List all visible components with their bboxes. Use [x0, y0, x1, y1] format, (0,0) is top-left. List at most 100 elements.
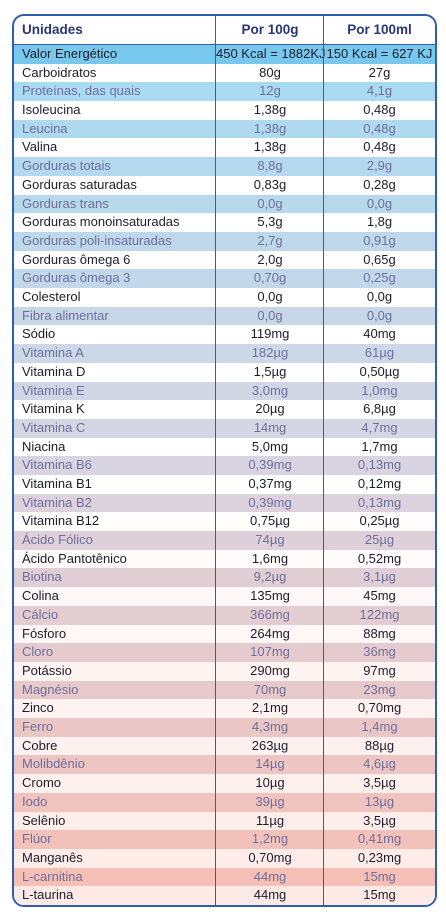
table-row: L-carnitina 44mg 15mg: [14, 867, 435, 887]
table-row: Colina 135mg 45mg: [14, 587, 435, 607]
table-row: Vitamina K 20µg 6,8µg: [14, 400, 435, 420]
nutrient-value: 23mg: [363, 681, 396, 697]
nutrient-label: Ácido Pantotênico: [22, 550, 127, 566]
nutrient-label: Magnésio: [22, 681, 79, 697]
nutrient-value: 1,2mg: [251, 831, 289, 847]
nutrient-value: 36mg: [363, 644, 396, 660]
nutrient-value: 14mg: [253, 419, 287, 435]
nutrient-label: Valor Energético: [22, 46, 118, 61]
nutrient-value: 290mg: [250, 662, 290, 678]
nutrient-value: 135mg: [250, 588, 290, 604]
nutrient-label: Ácido Fólico: [22, 532, 93, 548]
nutrient-value: 0,41mg: [357, 831, 402, 847]
nutrient-value: 0,48g: [363, 102, 396, 118]
table-row: Vitamina B12 0,75µg 0,25µg: [14, 512, 435, 532]
nutrient-label: Potássio: [22, 662, 72, 678]
nutrient-value: 13µg: [364, 793, 395, 809]
nutrient-label: Fósforo: [22, 625, 67, 641]
nutrient-label: Niacina: [22, 438, 66, 454]
table-row: Valina 1,38g 0,48g: [14, 138, 435, 158]
nutrient-value: 0,28g: [363, 176, 396, 192]
nutrient-value: 122mg: [359, 606, 400, 622]
nutrient-value: 119mg: [250, 326, 290, 342]
nutrient-value: 80g: [259, 64, 281, 80]
nutrient-label: Molibdênio: [22, 756, 85, 772]
table-row: Vitamina E 3,0mg 1,0mg: [14, 381, 435, 401]
nutrient-value: 107mg: [250, 644, 290, 660]
nutrient-value: 0,48g: [363, 139, 396, 155]
nutrient-value: 74µg: [255, 532, 285, 548]
nutrient-value: 1,7mg: [361, 438, 398, 454]
nutrient-value: 5,0mg: [251, 438, 289, 454]
nutrient-value: 450 Kcal = 1882KJ: [216, 46, 326, 61]
nutrient-label: Cálcio: [22, 606, 59, 622]
nutrient-label: Vitamina B1: [22, 476, 92, 491]
header-cell: Unidades: [22, 22, 83, 37]
table-row: Gorduras totais 8,8g 2,9g: [14, 157, 435, 177]
nutrient-label: Gorduras ômega 6: [22, 251, 131, 267]
nutrient-label: Vitamina B6: [22, 457, 92, 473]
nutrient-value: 4,3mg: [251, 719, 289, 735]
table-row: Ácido Fólico 74µg 25µg: [14, 531, 435, 551]
table-row: Gorduras ômega 3 0,70g 0,25g: [14, 269, 435, 289]
nutrient-value: 4,6µg: [363, 756, 396, 772]
nutrient-value: 1,38g: [253, 139, 287, 155]
nutrient-label: Vitamina B2: [22, 494, 92, 510]
table-row: Vitamina B2 0,39mg 0,13mg: [14, 493, 435, 513]
nutrient-label: Gorduras saturadas: [22, 176, 137, 192]
table-row: Proteínas, das quais 12g 4,1g: [14, 82, 435, 102]
nutrient-label: L-carnitina: [22, 868, 83, 884]
nutrient-value: 1,6mg: [251, 550, 289, 566]
nutrient-label: Vitamina E: [22, 382, 85, 398]
nutrient-value: 27g: [368, 64, 391, 80]
table-row: Isoleucina 1,38g 0,48g: [14, 101, 435, 121]
nutrition-table: Unidades Por 100g Por 100ml Valor Energé…: [12, 14, 437, 907]
table-row: Gorduras ômega 6 2,0g 0,65g: [14, 250, 435, 270]
nutrient-value: 1,0mg: [361, 382, 398, 398]
nutrient-value: 0,23mg: [357, 849, 402, 865]
nutrient-value: 14µg: [255, 756, 285, 772]
nutrient-value: 1,8g: [366, 214, 393, 230]
nutrient-value: 8,8g: [257, 158, 283, 174]
nutrient-label: Biotina: [22, 569, 62, 585]
header-cell: Por 100ml: [347, 22, 412, 37]
table-row: Fósforo 264mg 88mg: [14, 624, 435, 644]
nutrient-value: 2,9g: [366, 158, 393, 174]
nutrient-label: Colesterol: [22, 289, 81, 305]
table-row: Gorduras monoinsaturadas 5,3g 1,8g: [14, 213, 435, 233]
table-row: Zinco 2,1mg 0,70mg: [14, 699, 435, 719]
nutrient-value: 1,38g: [253, 120, 287, 136]
nutrient-value: 1,38g: [253, 102, 287, 118]
nutrient-label: Isoleucina: [22, 102, 81, 118]
nutrient-value: 10µg: [255, 775, 285, 791]
nutrient-label: Gorduras totais: [22, 158, 111, 174]
nutrient-value: 0,13mg: [357, 457, 402, 473]
nutrient-label: Valina: [22, 139, 58, 155]
nutrient-value: 44mg: [253, 887, 287, 903]
nutrient-label: Cloro: [22, 644, 54, 660]
nutrient-value: 150 Kcal = 627 KJ: [326, 46, 433, 61]
nutrient-value: 0,48g: [363, 120, 396, 136]
table-row: Vitamina B6 0,39mg 0,13mg: [14, 456, 435, 476]
nutrient-value: 0,25g: [363, 270, 396, 286]
table-row: Iodo 39µg 13µg: [14, 792, 435, 812]
nutrient-label: Gorduras ômega 3: [22, 270, 131, 286]
nutrient-value: 0,0g: [257, 195, 283, 211]
nutrient-value: 0,12mg: [357, 476, 402, 491]
nutrient-value: 45mg: [363, 588, 396, 604]
nutrient-label: Gorduras trans: [22, 195, 109, 211]
table-row: Cloro 107mg 36mg: [14, 643, 435, 663]
nutrient-value: 6,8µg: [363, 401, 396, 417]
nutrient-value: 2,1mg: [251, 700, 289, 716]
column-divider: [323, 16, 324, 905]
nutrient-value: 0,70mg: [357, 700, 402, 716]
nutrient-value: 44mg: [253, 868, 287, 884]
nutrient-label: Iodo: [22, 793, 48, 809]
table-row: Flúor 1,2mg 0,41mg: [14, 830, 435, 850]
table-row: Colesterol 0,0g 0,0g: [14, 288, 435, 308]
nutrient-value: 88µg: [364, 737, 395, 753]
nutrient-value: 0,0g: [366, 195, 393, 211]
table-row: Sódio 119mg 40mg: [14, 325, 435, 345]
table-row: Valor Energético 450 Kcal = 1882KJ 150 Kca…: [14, 45, 435, 65]
column-divider: [215, 16, 216, 905]
